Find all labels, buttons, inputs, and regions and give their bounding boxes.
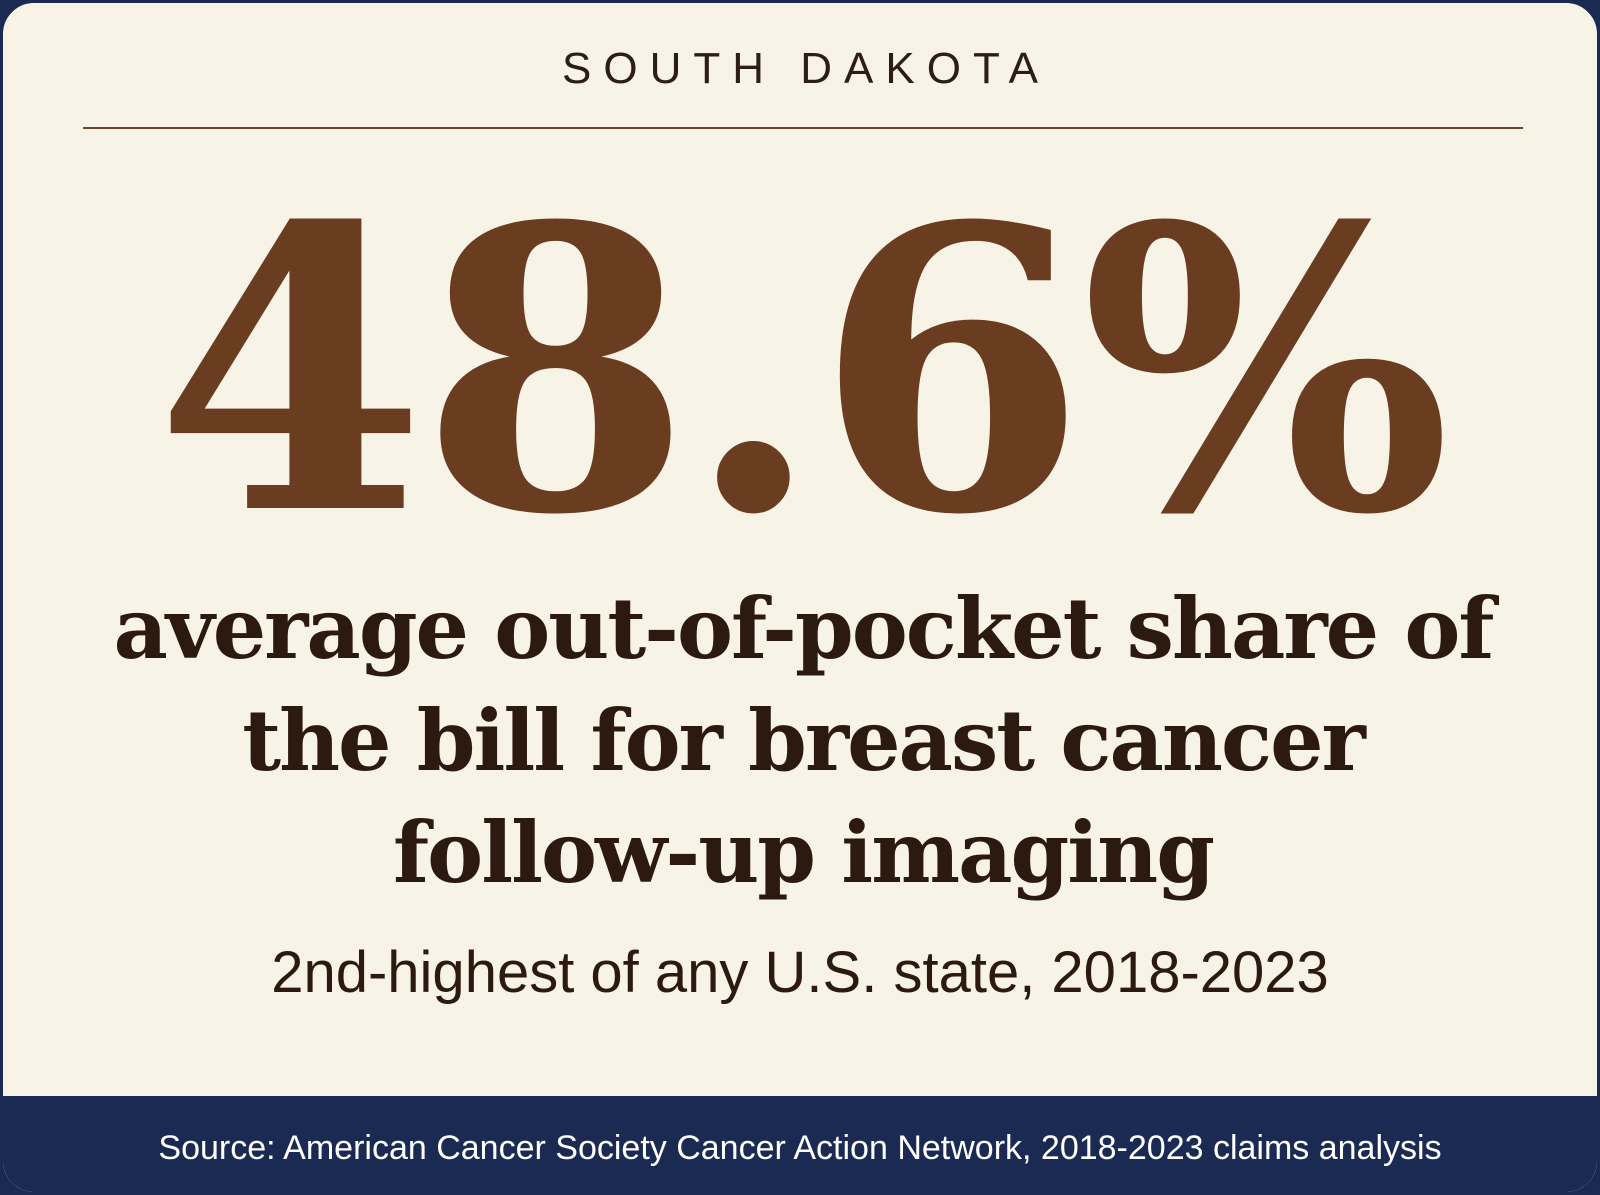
state-heading: SOUTH DAKOTA bbox=[562, 44, 1050, 93]
stat-description: average out-of-pocket share of the bill … bbox=[113, 579, 1494, 902]
source-citation: Source: American Cancer Society Cancer A… bbox=[158, 1128, 1442, 1167]
big-percentage: 48.6% bbox=[154, 142, 1451, 600]
ranking-subtitle: 2nd-highest of any U.S. state, 2018-2023 bbox=[271, 940, 1329, 1005]
footer-bar: Source: American Cancer Society Cancer A… bbox=[3, 1096, 1597, 1192]
divider-line bbox=[83, 127, 1523, 129]
